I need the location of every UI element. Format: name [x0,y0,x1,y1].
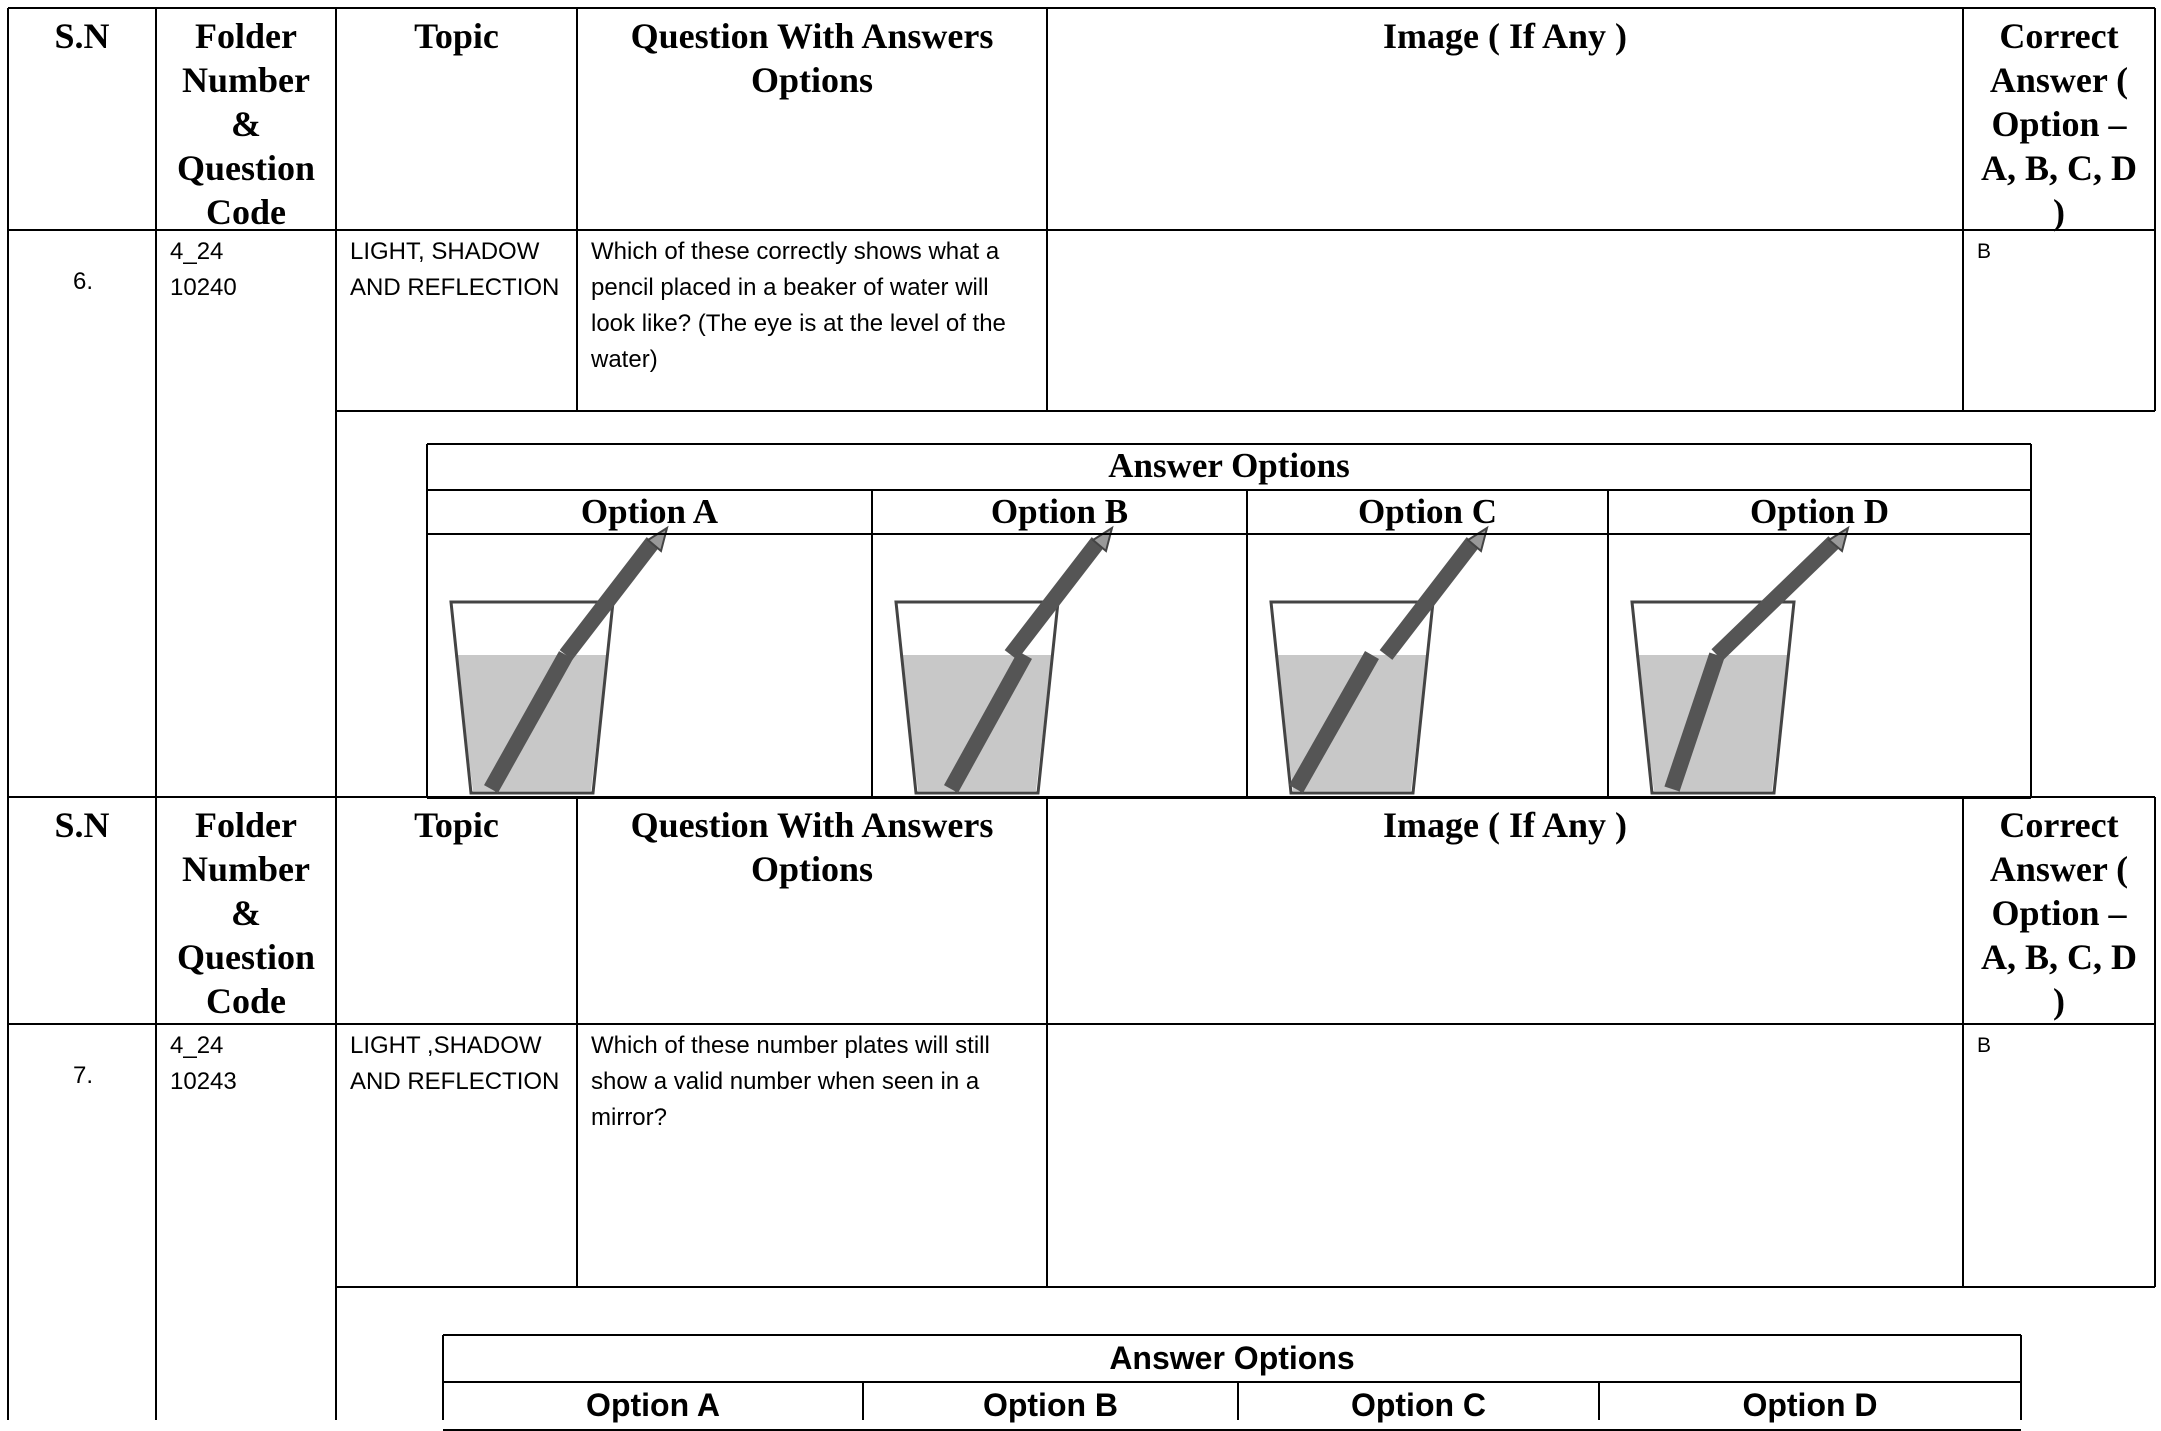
rule [155,411,157,797]
row-number: 6. [72,268,93,295]
correct-answer: B [1977,1034,1992,1057]
rule [442,1335,444,1420]
header-cell: Correct Answer ( Option – A, B, C, D ) [1980,805,2137,1021]
rule [871,490,873,797]
question-code: 10243 [170,1068,237,1095]
header-cell: Topic [414,805,499,845]
rule [1598,1382,1600,1420]
option-label: Option C [1357,492,1498,531]
drawing [449,600,615,795]
rule [2030,444,2032,797]
header-cell: Folder Number & Question Code [176,16,316,232]
rule [335,411,337,797]
rule [576,797,578,1287]
question: Which of these number plates will still … [591,1032,990,1131]
topic: LIGHT, SHADOW AND REFLECTION [350,238,560,301]
rule [426,444,428,797]
option-label: Option B [990,492,1129,531]
rule [576,8,578,411]
rule [1046,8,1048,411]
rule [336,410,2155,412]
rule [335,797,337,1287]
header-cell: Correct Answer ( Option – A, B, C, D ) [1980,16,2137,232]
rule [8,1023,2155,1025]
drawing [1004,537,1105,660]
rule [8,796,2155,798]
question-code: 10240 [170,274,237,301]
rule [2020,1335,2022,1420]
header-cell: Image ( If Any ) [1383,16,1627,56]
drawing [1664,652,1725,792]
header-cell: Question With Answers Options [630,805,994,889]
drawing [894,600,1060,795]
rule [336,1286,2155,1288]
rule [7,411,9,797]
option-label: Option B [982,1387,1119,1423]
rule [443,1381,2021,1383]
drawing [1379,537,1480,660]
rule [1962,797,1964,1287]
rule [427,443,2031,445]
drawing [943,651,1033,793]
topic: LIGHT ,SHADOW AND REFLECTION [350,1032,560,1095]
rule [1607,490,1609,797]
option-label: Option A [580,492,719,531]
drawing [1289,651,1379,793]
rule [2154,8,2156,411]
drawing [1630,600,1796,795]
correct-answer: B [1977,240,1992,263]
rule [443,1334,2021,1336]
drawing [559,537,660,660]
rule [1237,1382,1239,1420]
rule [155,1287,157,1420]
header-cell: S.N [54,16,110,56]
option-label: Option D [1749,492,1890,531]
question: Which of these correctly shows what a pe… [591,238,1006,373]
rule [1046,797,1048,1287]
drawing [900,655,1052,791]
drawing [1269,600,1435,795]
option-label: Option A [586,1387,720,1423]
rule [1962,8,1964,411]
answer-options-title: Answer Options [1109,1340,1355,1376]
rule [427,489,2031,491]
rule [155,797,157,1287]
drawing [1711,536,1840,661]
answer-options-title: Answer Options [1108,446,1350,485]
rule [7,1287,9,1420]
header-cell: Topic [414,16,499,56]
row-number: 7. [72,1062,93,1089]
folder-number: 4_24 [170,1032,224,1059]
rule [427,533,2031,535]
rule [2154,797,2156,1287]
rule [335,1287,337,1420]
rule [7,8,9,411]
rule [8,229,2155,231]
folder-number: 4_24 [170,238,224,265]
header-cell: S.N [54,805,110,845]
rule [7,797,9,1287]
rule [1246,490,1248,797]
drawing [484,651,573,793]
drawing [1636,655,1788,791]
option-label: Option D [1742,1387,1878,1423]
option-label: Option C [1350,1387,1487,1423]
header-cell: Image ( If Any ) [1383,805,1627,845]
rule [335,8,337,411]
rule [8,7,2155,9]
header-cell: Question With Answers Options [630,16,994,100]
header-cell: Folder Number & Question Code [176,805,316,1021]
rule [862,1382,864,1420]
rule [155,8,157,411]
